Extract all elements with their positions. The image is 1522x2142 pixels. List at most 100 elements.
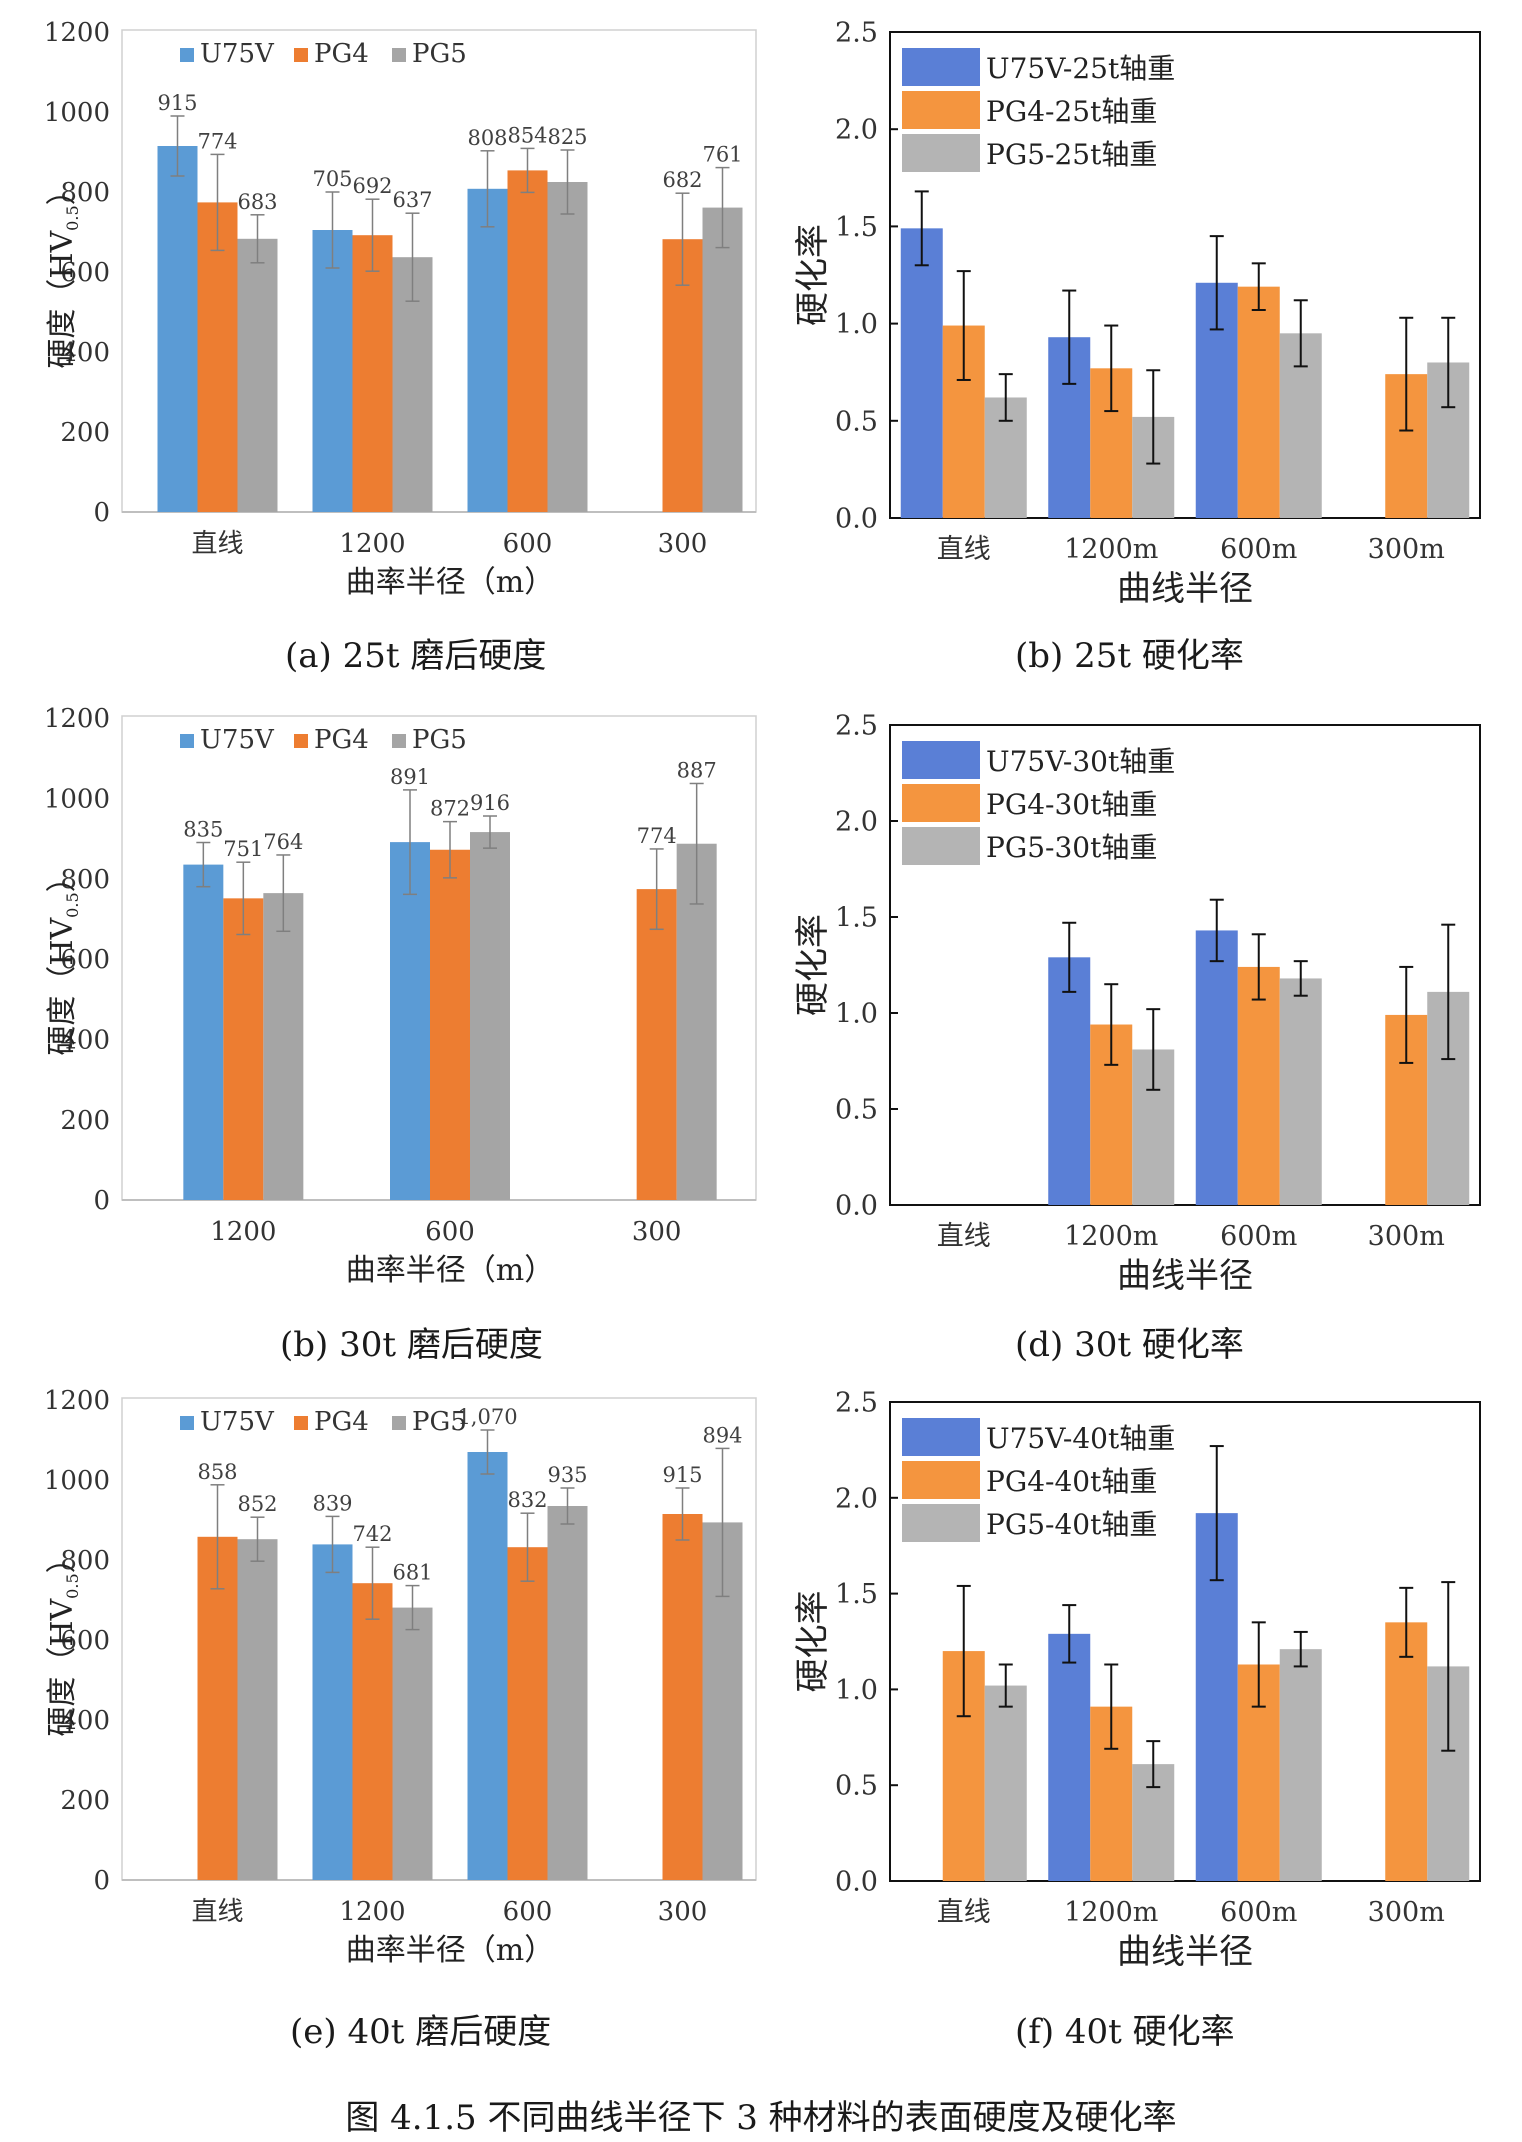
data-label: 692 [352,174,392,198]
y-tick-label: 0.5 [835,1094,878,1125]
plot-area [889,31,1481,519]
bar-a-s1-c0 [197,202,238,512]
bar-b-s1-c2 [1237,286,1280,518]
chart-panel-c: 0 200 400 600 800 1000 1200 835 891 751 872 774 764 9… [0,690,760,1310]
y-tick-label: 1.0 [835,1675,878,1706]
chart-svg-a: 0 200 400 600 800 1000 1200 915 705 808 774 692 854 6… [44,18,757,600]
y-tick-label: 2.0 [835,115,878,146]
y-tick-label: 2.5 [835,17,878,48]
y-tick-label: 2.5 [835,710,878,741]
data-label: 682 [662,168,702,192]
y-tick-label: 600 [60,258,110,288]
legend-label: U75V [200,39,275,69]
chart-panel-f: 0.0 0.5 1.0 1.5 2.0 2.5 直线 1200m 600m 300m 曲线半径 硬化率… [780,1378,1522,1998]
y-axis-title: 硬化率 [793,224,833,326]
y-axis-title: 硬化率 [793,1591,833,1693]
legend-label: PG4-25t轴重 [986,95,1157,128]
x-tick-label: 直线 [937,534,991,565]
plot-area [889,1401,1481,1882]
data-label: 852 [237,1492,277,1516]
bar-e-s1-c0 [197,1536,238,1880]
bar-a-s0-c2 [467,188,508,513]
caption-f: (f) 40t 硬化率 [1015,2012,1235,2052]
bar-c-s1-c2 [636,889,677,1200]
y-tick-label: 1000 [44,1466,110,1496]
x-tick-label: 600 [425,1217,475,1247]
y-tick-label: 1.0 [835,309,878,340]
y-axis-title: 硬度（HV0.5） [45,1543,82,1736]
x-tick-label: 600m [1220,534,1297,565]
y-tick-label: 2.0 [835,806,878,837]
legend-swatch [902,91,980,129]
y-tick-label: 200 [60,418,110,448]
y-tick-label: 800 [60,1546,110,1576]
x-tick-label: 1200 [339,1897,405,1927]
legend-label: U75V [200,1407,275,1437]
bar-f-s1-c3 [1385,1622,1428,1881]
legend-swatch [294,734,308,748]
legend-label: PG5 [412,1407,467,1437]
y-tick-label: 0.0 [835,1190,878,1221]
y-axis-title: 硬度（HV0.5） [45,175,82,368]
x-tick-label: 600 [503,529,553,559]
bar-c-s1-c1 [430,849,470,1200]
y-tick-label: 800 [60,178,110,208]
y-tick-label: 1200 [44,1386,110,1416]
x-tick-label: 直线 [937,1897,991,1928]
bar-e-s1-c3 [662,1514,703,1880]
x-tick-label: 直线 [191,529,243,559]
legend-swatch [180,1416,194,1430]
y-tick-label: 1200 [44,704,110,734]
x-tick-label: 300 [658,529,708,559]
y-tick-label: 1.5 [835,902,878,933]
bar-a-s0-c1 [312,230,353,512]
y-axis-title: 硬化率 [793,914,833,1016]
legend-label: PG4-30t轴重 [986,788,1157,821]
x-axis-title: 曲率半径（m） [346,565,554,600]
x-tick-label: 1200m [1064,1897,1158,1928]
bar-a-s2-c0 [237,238,278,513]
data-label: 891 [390,765,430,789]
data-label: 832 [507,1488,547,1512]
x-tick-label: 300 [658,1897,708,1927]
y-tick-label: 1.5 [835,1579,878,1610]
bar-c-s1-c0 [223,898,264,1200]
legend-swatch [902,784,980,822]
legend-label: PG5 [412,725,467,755]
data-label: 916 [470,791,510,815]
data-label: 705 [312,167,352,191]
y-tick-label: 1.5 [835,212,878,243]
x-axis-title: 曲率半径（m） [346,1253,554,1288]
x-axis-title: 曲线半径 [1117,1932,1253,1972]
x-tick-label: 1200 [339,529,405,559]
y-tick-label: 200 [60,1786,110,1816]
data-label: 742 [352,1522,392,1546]
data-label: 835 [183,818,223,842]
y-tick-label: 200 [60,1106,110,1136]
x-tick-label: 直线 [937,1221,991,1252]
legend-swatch [902,1504,980,1542]
legend-label: PG4 [314,39,369,69]
caption-b: (b) 25t 硬化率 [1015,636,1244,676]
bar-f-s2-c2 [1279,1649,1322,1881]
legend-swatch [902,134,980,172]
data-label: 825 [547,125,587,149]
legend-swatch [294,48,308,62]
bar-a-s1-c2 [507,170,548,512]
y-tick-label: 0.5 [835,406,878,437]
legend-label: PG4 [314,725,369,755]
legend-swatch [392,734,406,748]
data-label: 894 [702,1423,742,1447]
data-label: 761 [702,143,742,167]
bar-c-s0-c0 [183,864,224,1200]
y-tick-label: 1000 [44,784,110,814]
legend-swatch [392,48,406,62]
data-label: 935 [547,1463,587,1487]
x-tick-label: 1200m [1064,534,1158,565]
y-tick-label: 400 [60,1025,110,1055]
data-label: 774 [197,129,237,153]
bar-c-s2-c0 [263,893,304,1200]
legend-swatch [902,1418,980,1456]
bar-a-s1-c1 [352,235,393,512]
legend-swatch [294,1416,308,1430]
